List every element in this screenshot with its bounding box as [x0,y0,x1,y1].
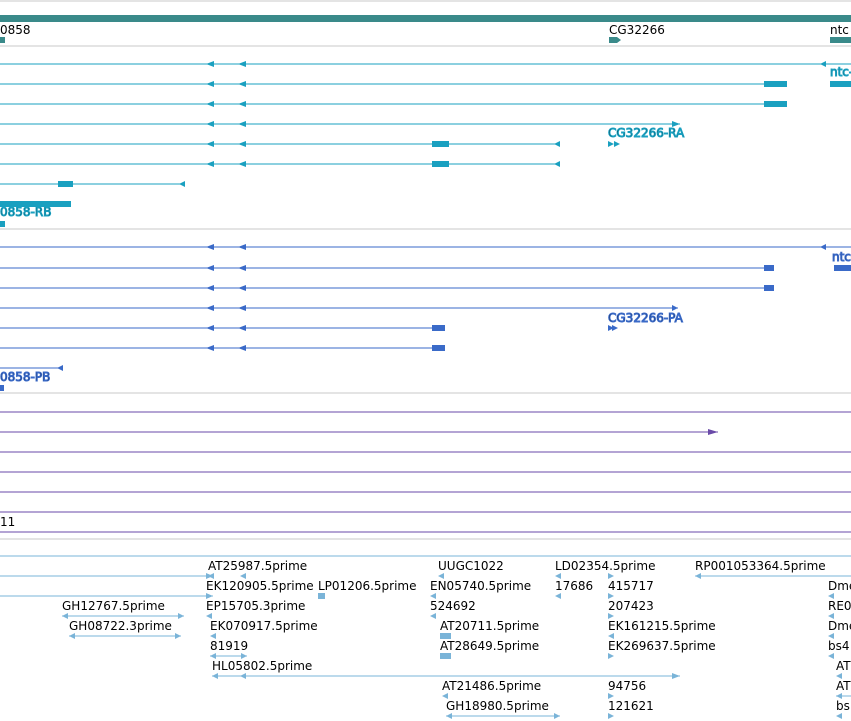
gene-span-bar[interactable] [0,15,851,22]
est-label[interactable]: 17686 [555,579,593,593]
gene-label-left[interactable]: 0858 [0,23,31,37]
transcript-row[interactable] [0,305,678,311]
transcript-pb-tail[interactable] [0,385,4,391]
gene-track: 0858 CG32266 ntc [0,0,851,43]
transcript-track-pb: ntc- CG32266-PA [0,228,851,391]
feature-arrow[interactable] [708,429,718,435]
est-label[interactable]: GH18980.5prime [446,699,549,713]
est-label[interactable]: HL05802.5prime [212,659,312,673]
transcript-row[interactable] [0,265,851,271]
est-label[interactable]: EK070917.5prime [210,619,318,633]
transcript-ra-feature[interactable] [614,141,620,147]
est-label[interactable]: Dme [828,619,851,633]
transcript-row[interactable] [0,285,774,291]
est-label[interactable]: 81919 [210,639,248,653]
est-label[interactable]: bs4 [828,639,850,653]
transcript-row[interactable] [0,365,63,371]
est-label[interactable]: EK269637.5prime [608,639,716,653]
transcript-label-ntc[interactable]: ntc- [830,65,851,80]
transcript-track-rb: ntc- CG32266-RA [0,45,851,227]
est-label[interactable]: AT21486.5prime [442,679,541,693]
transcript-row[interactable] [0,181,185,187]
gene-label-ntc[interactable]: ntc [830,23,849,37]
est-label[interactable]: GH08722.3prime [69,619,172,633]
est-label[interactable]: EK161215.5prime [608,619,716,633]
est-label[interactable]: AT [836,659,851,673]
transcript-rb-feature[interactable] [0,201,71,207]
est-label[interactable]: 415717 [608,579,654,593]
est-label[interactable]: bs [836,699,850,713]
purple-track: 11 [0,392,851,533]
gene-left-feature[interactable] [0,37,5,43]
gene-label-cg32266[interactable]: CG32266 [609,23,665,37]
est-label[interactable]: EP15705.3prime [206,599,305,613]
est-track: AT25987.5prime UUGC1022 LD02354.5prime R… [0,538,851,719]
est-label[interactable]: UUGC1022 [438,559,504,573]
gene-ntc-feature[interactable] [830,37,851,43]
transcript-ra-feature[interactable] [608,141,614,147]
transcript-label-pb[interactable]: 0858-PB [0,370,51,385]
transcript-row[interactable] [0,325,445,331]
est-label[interactable]: 207423 [608,599,654,613]
transcript-label-ntc-p[interactable]: ntc- [832,250,851,265]
est-label[interactable]: 524692 [430,599,476,613]
est-label[interactable]: RP001053364.5prime [695,559,826,573]
est-label[interactable]: LD02354.5prime [555,559,656,573]
transcript-label-cg32266-ra[interactable]: CG32266-RA [608,126,686,141]
transcript-row[interactable] [0,141,560,147]
transcript-label-cg32266-pa[interactable]: CG32266-PA [608,311,685,326]
transcript-row[interactable] [0,81,851,87]
est-label[interactable]: AT [836,679,851,693]
transcript-row[interactable] [0,244,851,250]
est-label[interactable]: EN05740.5prime [430,579,531,593]
est-label[interactable]: AT25987.5prime [208,559,307,573]
est-label[interactable]: EK120905.5prime [206,579,314,593]
purple-track-label[interactable]: 11 [0,515,15,529]
transcript-row[interactable] [0,161,560,167]
transcript-row[interactable] [0,345,445,351]
transcript-row[interactable] [0,121,680,127]
transcript-label-rb[interactable]: 0858-RB [0,205,52,220]
est-label[interactable]: AT28649.5prime [440,639,539,653]
transcript-pa-feature[interactable] [608,325,614,331]
transcript-row[interactable] [0,101,787,107]
est-label[interactable]: LP01206.5prime [318,579,417,593]
est-label[interactable]: Dme [828,579,851,593]
est-label[interactable]: 94756 [608,679,646,693]
transcript-pa-feature[interactable] [612,325,618,331]
est-label[interactable]: RE0 [828,599,851,613]
est-label[interactable]: AT20711.5prime [440,619,539,633]
est-label[interactable]: 121621 [608,699,654,713]
est-label[interactable]: GH12767.5prime [62,599,165,613]
transcript-rb-tail[interactable] [0,221,5,227]
gene-cg32266-feature[interactable] [609,37,621,43]
transcript-row[interactable] [0,61,851,67]
